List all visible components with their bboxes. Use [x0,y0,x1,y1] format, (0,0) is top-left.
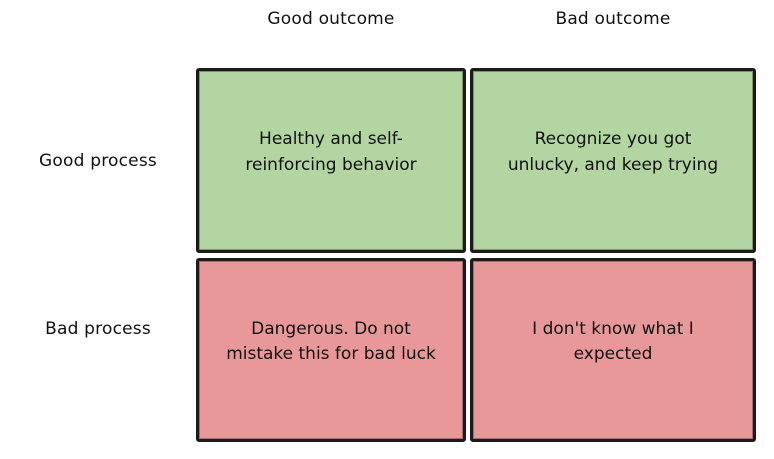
row-label-good-process: Good process [39,151,157,171]
quadrant-text: Dangerous. Do not mistake this for bad l… [226,318,436,365]
quadrant-good-process-bad-outcome: Recognize you got unlucky, and keep tryi… [470,68,756,253]
column-header-bad-outcome: Bad outcome [555,9,671,29]
column-header-good-outcome: Good outcome [267,9,395,29]
row-label-bad-process: Bad process [45,319,151,339]
quadrant-bad-process-bad-outcome: I don't know what I expected [470,258,756,442]
quadrant-good-process-good-outcome: Healthy and self- reinforcing behavior [196,68,466,253]
quadrant-text: I don't know what I expected [532,318,694,365]
quadrant-text: Healthy and self- reinforcing behavior [245,129,417,175]
quadrant-bad-process-good-outcome: Dangerous. Do not mistake this for bad l… [196,258,466,442]
quadrant-text: Recognize you got unlucky, and keep tryi… [507,129,719,175]
